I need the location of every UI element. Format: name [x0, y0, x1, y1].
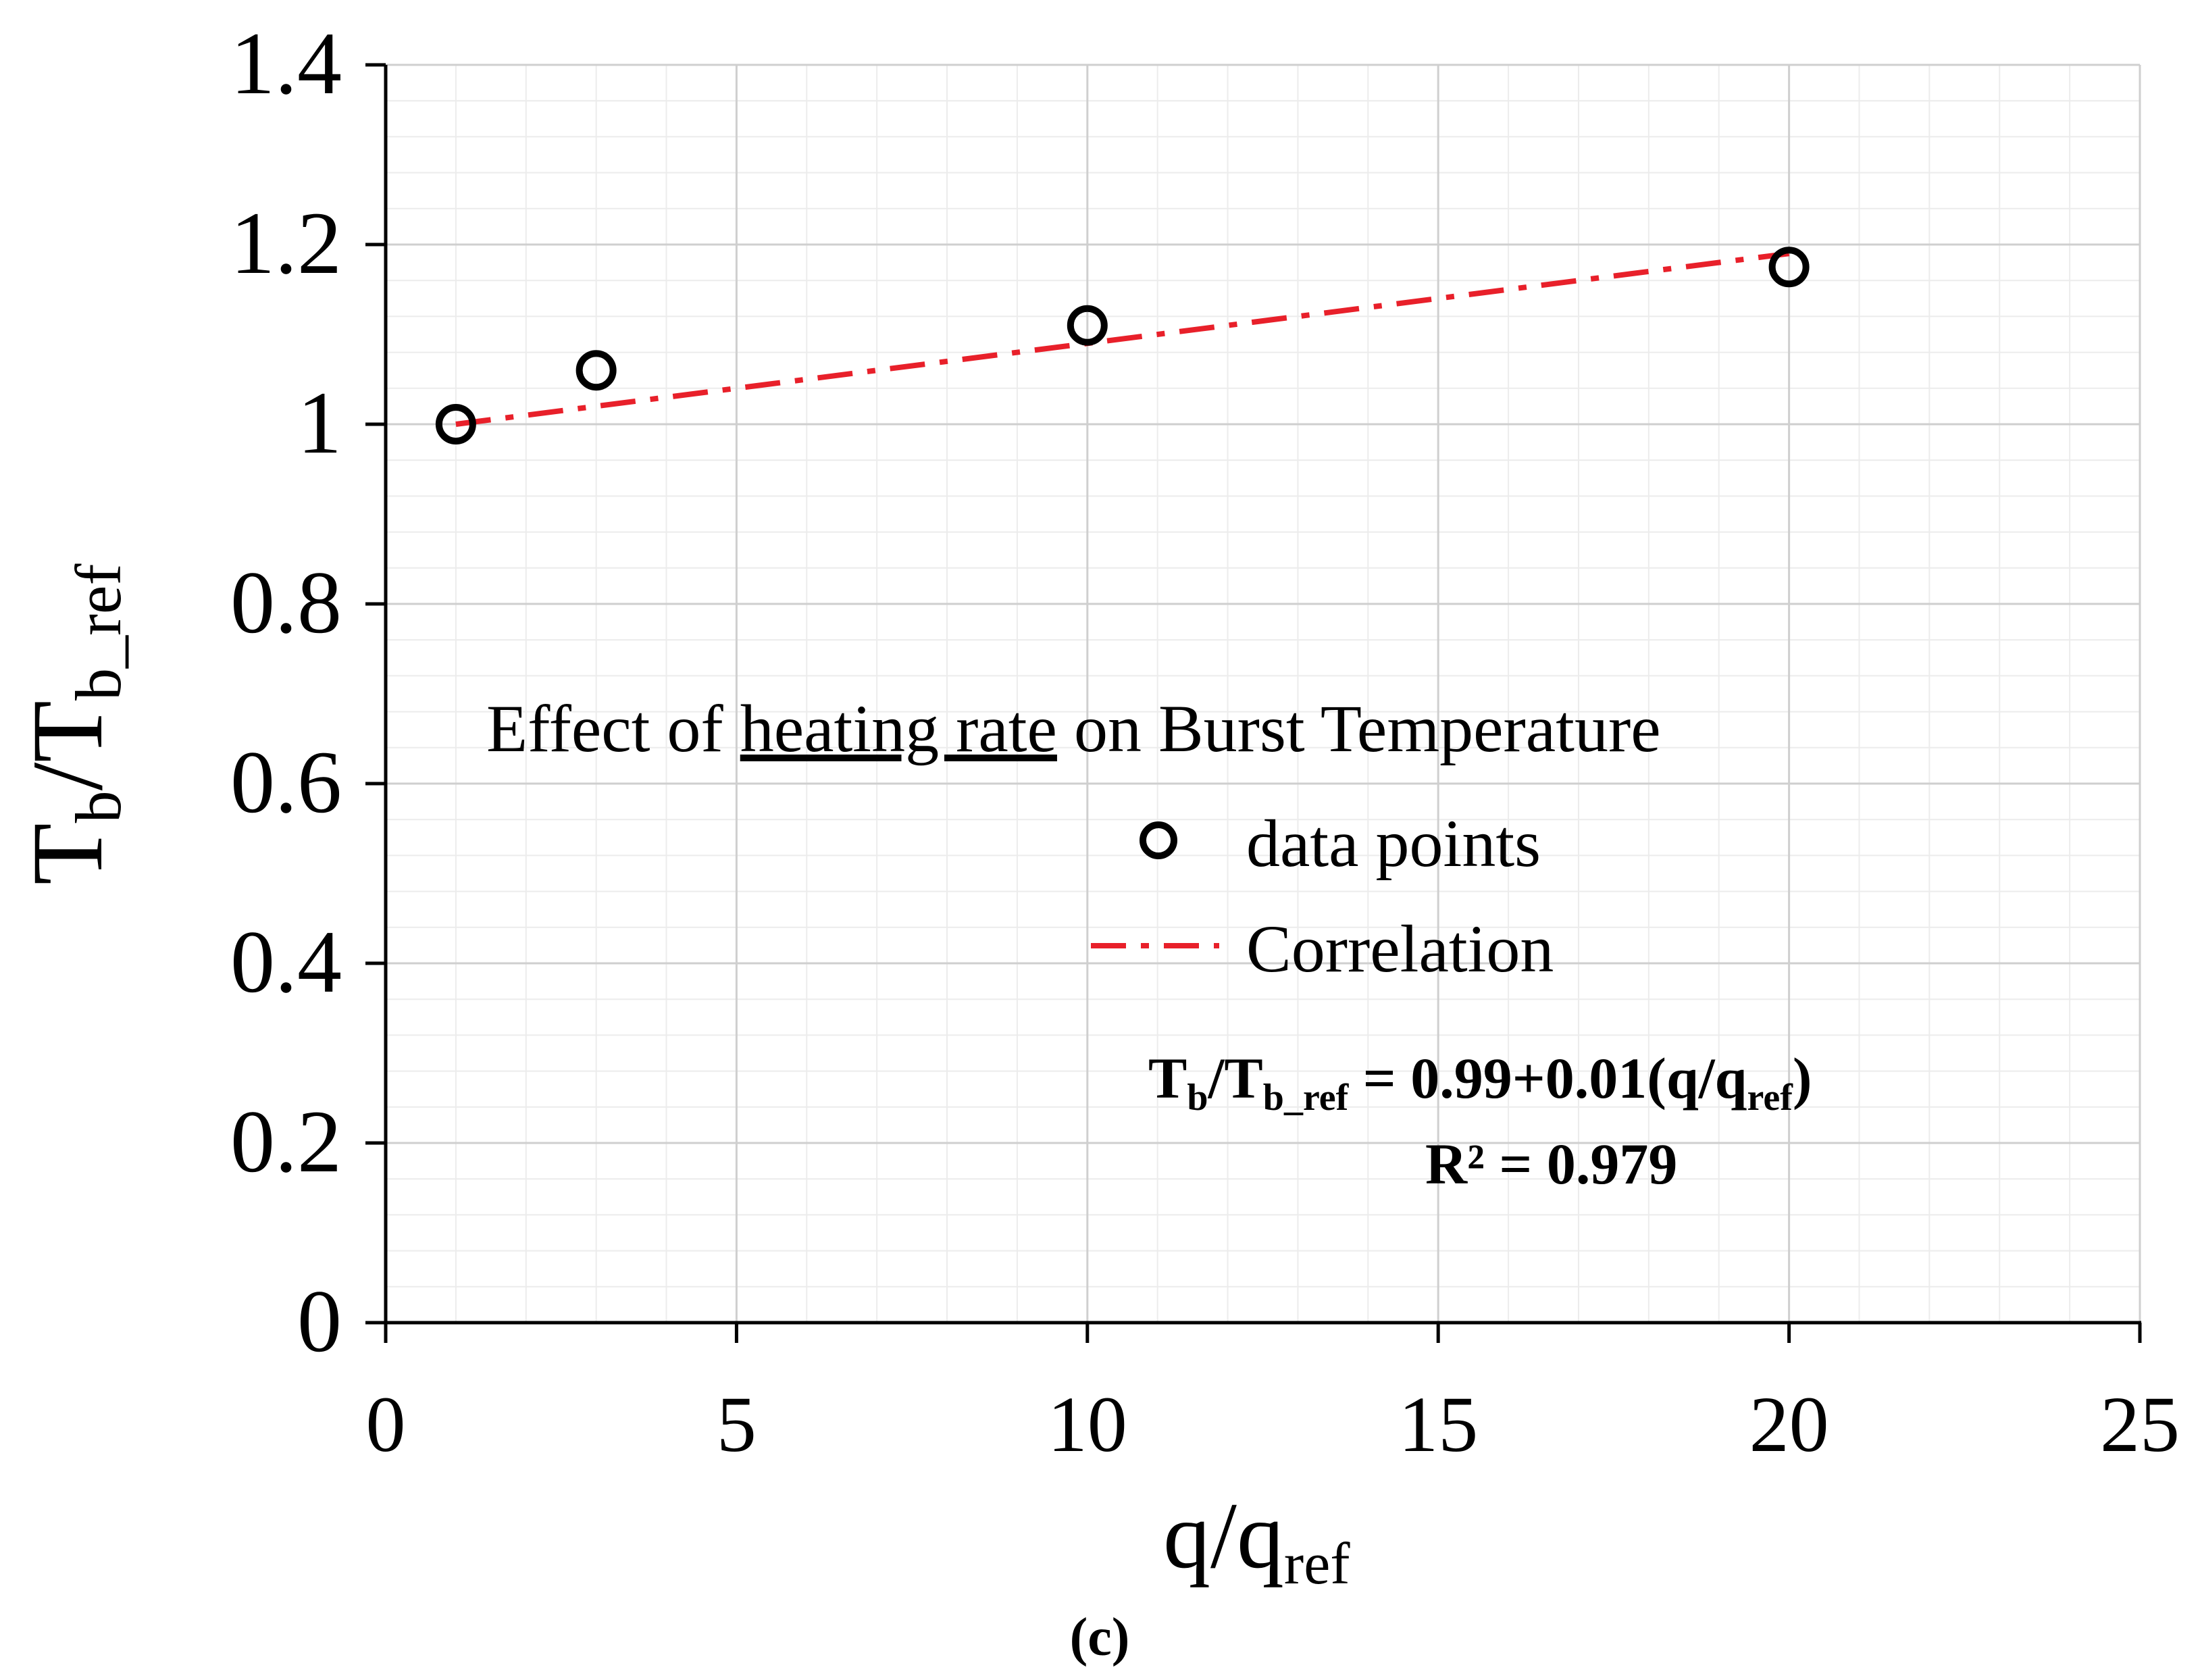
y-axis-label-sub1: b	[62, 790, 134, 823]
legend-marker-data-points	[1140, 821, 1177, 859]
equation-rhs-close: )	[1793, 1046, 1812, 1111]
data-point	[1768, 247, 1810, 288]
title-text-after: on Burst Temperature	[1057, 691, 1661, 766]
y-axis-label-sub2: b_ref	[62, 563, 134, 701]
data-point	[435, 404, 476, 444]
y-tick-label: 0	[297, 1271, 342, 1371]
axes-layer	[365, 63, 2142, 1343]
chart-title: Effect of heating rate on Burst Temperat…	[486, 691, 1661, 766]
y-tick-label: 0.2	[230, 1092, 342, 1191]
x-tick-label: 10	[1048, 1380, 1127, 1469]
x-tick-label: 20	[1749, 1380, 1829, 1469]
data-point	[575, 350, 617, 391]
data-point	[1067, 305, 1108, 346]
correlation-line	[455, 251, 1790, 427]
equation-lhs-sub1: b	[1187, 1077, 1208, 1119]
y-axis-label: Tb/Tb_ref	[11, 563, 134, 885]
title-text-underlined: heating rate	[740, 691, 1057, 766]
equation-lhs-main: T	[1148, 1046, 1187, 1111]
correlation-equation: Tb/Tb_ref = 0.99+0.01(q/qref)	[1148, 1046, 1812, 1119]
equation-rhs: = 0.99+0.01(q/q	[1348, 1046, 1747, 1111]
x-tick-label: 5	[717, 1380, 757, 1469]
equation-lhs-sub2: b_ref	[1263, 1077, 1350, 1119]
series-layer	[435, 247, 1810, 444]
y-tick-label: 0.8	[230, 553, 342, 652]
x-tick-label: 0	[366, 1380, 406, 1469]
x-axis-label-sub: ref	[1284, 1531, 1350, 1597]
y-tick-label: 0.4	[230, 912, 342, 1011]
x-axis-label: q/qref	[1163, 1483, 1350, 1597]
legend-label-data-points: data points	[1246, 806, 1541, 881]
y-axis-label-main: T	[11, 823, 124, 885]
y-axis-label-mid: /T	[11, 701, 124, 790]
x-tick-label: 25	[2100, 1380, 2180, 1469]
title-text-before: Effect of	[486, 691, 740, 766]
grid-layer	[386, 65, 2140, 1323]
y-tick-label: 0.6	[230, 732, 342, 832]
legend-label-correlation: Correlation	[1246, 911, 1554, 986]
text-layer: 0 5 10 15 20 25 0 0.2 0.4 0.6 0.8 1 1.2 1.4 Effect of …	[11, 14, 2180, 1667]
x-axis-label-main: q/q	[1163, 1483, 1284, 1588]
y-tick-label: 1.4	[230, 14, 342, 113]
equation-lhs-mid: /T	[1208, 1046, 1263, 1111]
r-squared-label: R² = 0.979	[1425, 1131, 1677, 1196]
y-tick-label: 1.2	[230, 193, 342, 292]
x-tick-label: 15	[1398, 1380, 1478, 1469]
figure-caption: (c)	[1070, 1608, 1130, 1667]
y-tick-label: 1	[297, 373, 342, 472]
equation-rhs-sub: ref	[1747, 1077, 1794, 1119]
